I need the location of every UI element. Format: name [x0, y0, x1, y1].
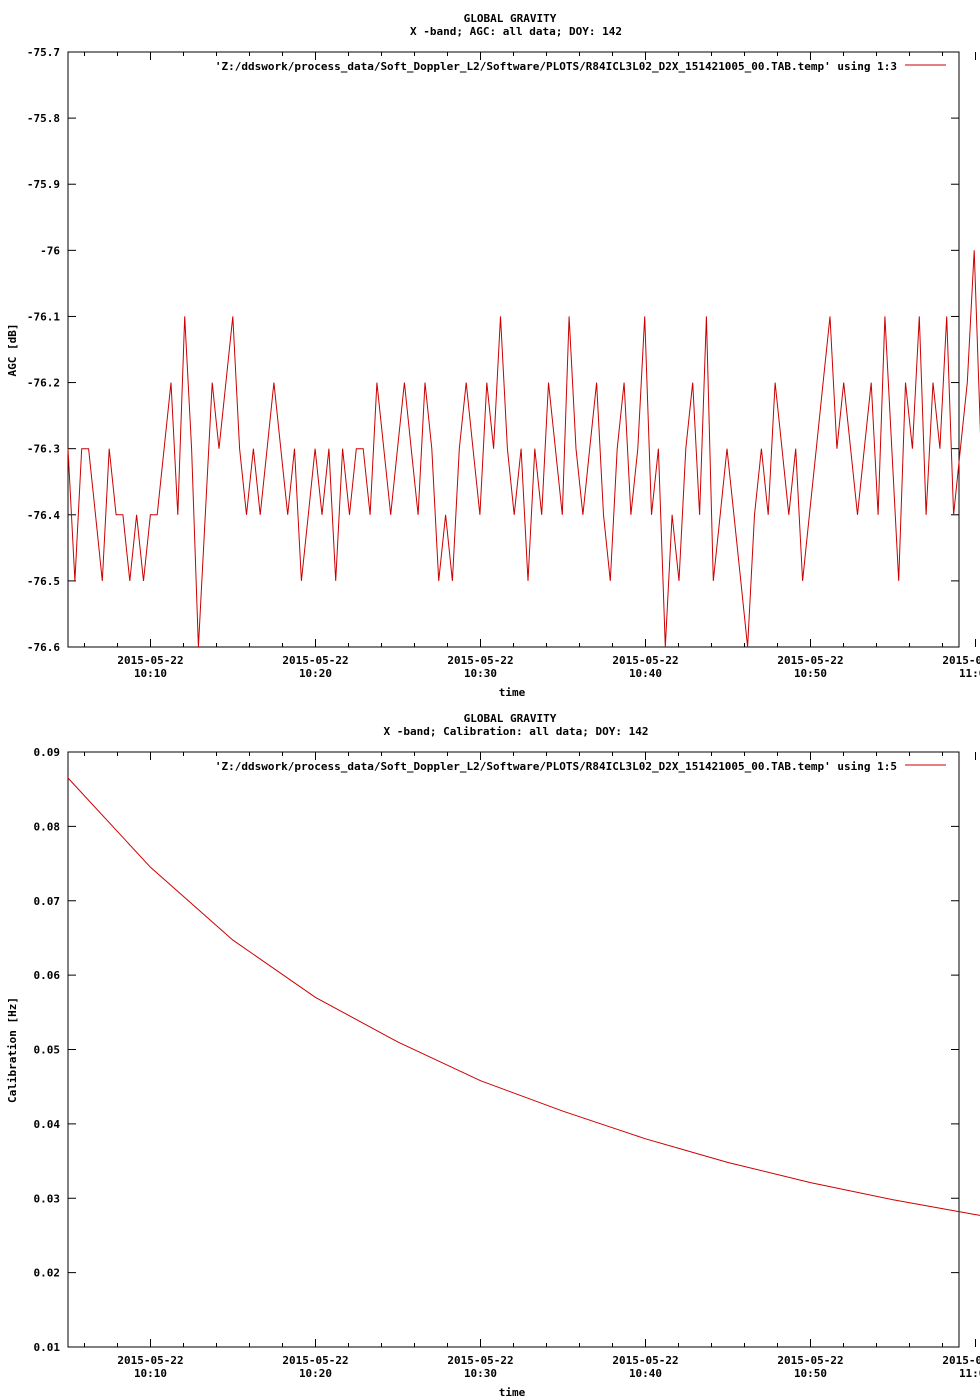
x-tick-time-label: 10:30	[464, 1367, 497, 1380]
x-tick-time-label: 10:40	[629, 667, 662, 680]
y-tick-label: -76.6	[27, 641, 60, 654]
x-tick-time-label: 10:20	[299, 1367, 332, 1380]
y-tick-label: -76.4	[27, 509, 60, 522]
x-tick-date-label: 2015-05-22	[282, 654, 348, 667]
axis-ticks	[68, 51, 976, 648]
y-tick-label: 0.02	[34, 1267, 61, 1280]
x-tick-time-label: 10:50	[794, 667, 827, 680]
legend-label: 'Z:/ddswork/process_data/Soft_Doppler_L2…	[215, 60, 897, 73]
agc-series-line	[67, 250, 980, 648]
y-tick-labels: -75.7 -75.8 -75.9 -76 -76.1 -76.2 -76.3 -76.4 -7…	[27, 46, 60, 654]
x-tick-date-label: 2015-05-22	[942, 654, 980, 667]
x-tick-date-label: 2015-05-22	[117, 654, 183, 667]
x-tick-time-label: 10:10	[134, 667, 167, 680]
y-tick-label: 0.08	[34, 820, 61, 833]
axis-ticks	[68, 751, 976, 1348]
y-tick-label: 0.04	[34, 1118, 61, 1131]
y-axis-label: AGC [dB]	[6, 324, 19, 377]
x-tick-date-label: 2015-05-22	[282, 1354, 348, 1367]
y-tick-label: -76.2	[27, 377, 60, 390]
y-tick-label: 0.06	[34, 969, 61, 982]
x-tick-date-label: 2015-05-22	[447, 1354, 513, 1367]
y-tick-label: -75.9	[27, 178, 60, 191]
x-axis-label: time	[499, 686, 526, 699]
chart-title: GLOBAL GRAVITY	[464, 12, 557, 25]
x-tick-date-label: 2015-05-22	[117, 1354, 183, 1367]
y-tick-labels: 0.09 0.08 0.07 0.06 0.05 0.04 0.03 0.02 0.01	[34, 746, 61, 1354]
y-tick-label: -75.7	[27, 46, 60, 59]
x-tick-time-label: 11:00	[959, 1367, 980, 1380]
x-tick-date-label: 2015-05-22	[942, 1354, 980, 1367]
plot-area-border	[67, 51, 960, 648]
y-tick-label: 0.03	[34, 1192, 61, 1205]
y-tick-label: -75.8	[27, 112, 60, 125]
y-tick-label: -76.3	[27, 443, 60, 456]
x-tick-date-label: 2015-05-22	[447, 654, 513, 667]
x-tick-date-label: 2015-05-22	[612, 1354, 678, 1367]
chart-subtitle: X -band; AGC: all data; DOY: 142	[410, 25, 622, 38]
x-tick-time-label: 10:20	[299, 667, 332, 680]
x-tick-date-label: 2015-05-22	[612, 654, 678, 667]
agc-chart: GLOBAL GRAVITY X -band; AGC: all data; D…	[6, 12, 980, 699]
chart-title: GLOBAL GRAVITY	[464, 712, 557, 725]
x-tick-time-label: 10:30	[464, 667, 497, 680]
y-axis-label: Calibration [Hz]	[6, 997, 19, 1103]
x-tick-date-label: 2015-05-22	[777, 654, 843, 667]
y-tick-label: 0.07	[34, 895, 61, 908]
y-tick-label: 0.05	[34, 1044, 61, 1057]
x-tick-date-label: 2015-05-22	[777, 1354, 843, 1367]
x-tick-time-label: 10:40	[629, 1367, 662, 1380]
x-tick-labels: 2015-05-2210:102015-05-2210:202015-05-22…	[117, 1354, 980, 1380]
x-tick-labels: 2015-05-2210:102015-05-2210:202015-05-22…	[117, 654, 980, 680]
y-tick-label: 0.01	[34, 1341, 61, 1354]
x-tick-time-label: 10:10	[134, 1367, 167, 1380]
calibration-chart: GLOBAL GRAVITY X -band; Calibration: all…	[6, 712, 980, 1399]
y-tick-label: -76	[40, 244, 60, 257]
plot-area-border	[67, 751, 960, 1348]
legend-label: 'Z:/ddswork/process_data/Soft_Doppler_L2…	[215, 760, 897, 773]
y-tick-label: -76.1	[27, 310, 60, 323]
y-tick-label: -76.5	[27, 575, 60, 588]
chart-subtitle: X -band; Calibration: all data; DOY: 142	[384, 725, 649, 738]
x-tick-time-label: 10:50	[794, 1367, 827, 1380]
calibration-series-line	[67, 777, 980, 1216]
y-tick-label: 0.09	[34, 746, 61, 759]
x-tick-time-label: 11:00	[959, 667, 980, 680]
x-axis-label: time	[499, 1386, 526, 1399]
